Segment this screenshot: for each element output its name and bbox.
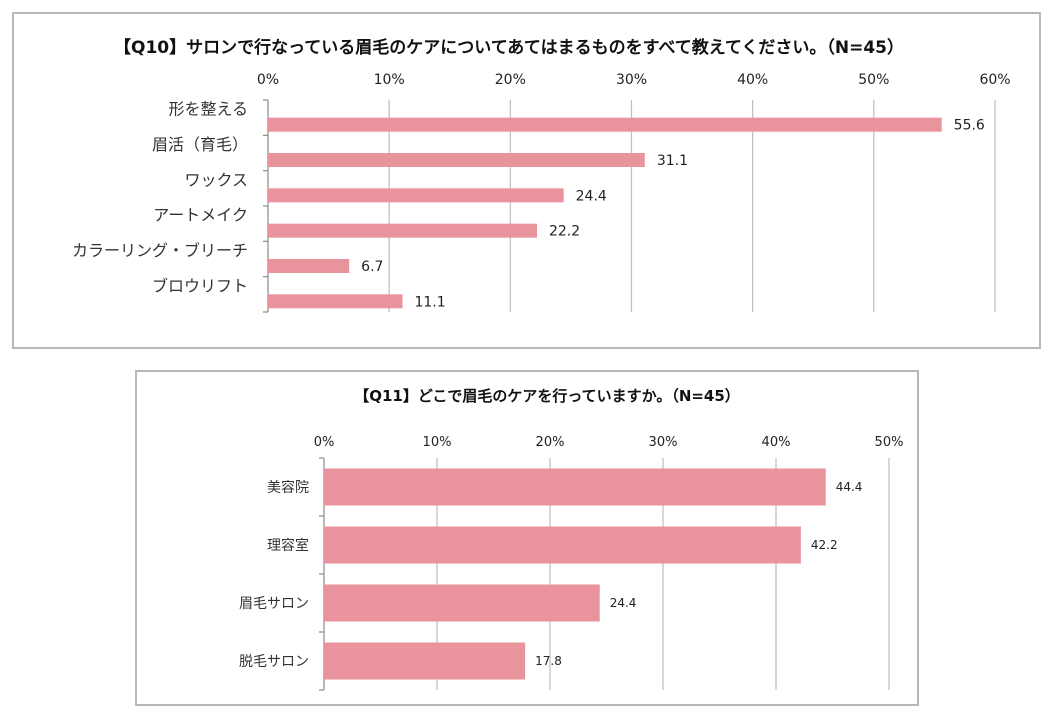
x-tick-label: 50% — [875, 435, 904, 450]
bar — [268, 294, 403, 309]
chart-panel-q10: 【Q10】サロンで行なっている眉毛のケアについてあてはまるものをすべて教えてくだ… — [12, 12, 1041, 349]
bar — [324, 584, 600, 622]
category-label: 眉毛サロン — [239, 596, 309, 612]
data-label: 24.4 — [610, 596, 637, 610]
x-tick-label: 20% — [536, 435, 565, 450]
data-label: 17.8 — [535, 654, 562, 668]
bar — [324, 468, 826, 506]
category-label: 眉活（育毛） — [152, 135, 248, 154]
plot-area: 0% 10% 20% 30% 40% 50% 60% 55.6 形を整える 31.1 眉活（育毛） 2… — [72, 72, 1011, 313]
x-tick-label: 40% — [762, 435, 791, 450]
chart-q11: 【Q11】どこで眉毛のケアを行っていますか。（N=45） 0% 10% 20% 30%… — [239, 387, 904, 691]
category-label: カラーリング・ブリーチ — [72, 241, 248, 260]
bar — [324, 526, 801, 564]
category-label: 脱毛サロン — [239, 654, 309, 670]
data-label: 24.4 — [576, 188, 607, 204]
x-tick-label: 60% — [979, 72, 1010, 88]
bar — [268, 223, 537, 238]
data-label: 55.6 — [954, 118, 985, 134]
chart-title: 【Q11】どこで眉毛のケアを行っていますか。（N=45） — [354, 387, 740, 405]
data-label: 31.1 — [657, 153, 688, 169]
bar — [268, 117, 942, 132]
category-label: 形を整える — [168, 100, 248, 119]
data-label: 6.7 — [361, 259, 383, 275]
data-label: 22.2 — [549, 224, 580, 240]
data-label: 11.1 — [414, 294, 445, 310]
bar — [268, 259, 350, 273]
category-label: 美容院 — [267, 479, 309, 496]
x-tick-label: 0% — [257, 72, 279, 88]
x-tick-label: 20% — [495, 72, 526, 88]
x-tick-label: 0% — [314, 435, 335, 450]
x-tick-label: 10% — [423, 435, 452, 450]
bar — [268, 188, 564, 203]
category-label: ブロウリフト — [152, 276, 248, 295]
category-label: 理容室 — [267, 537, 309, 554]
bar — [324, 642, 526, 680]
x-tick-label: 10% — [374, 72, 405, 88]
category-label: アートメイク — [153, 206, 248, 225]
x-tick-label: 30% — [649, 435, 678, 450]
plot-area: 0% 10% 20% 30% 40% 50% 44.4 美容院 42.2 理容室 24.4 眉毛サロン… — [239, 435, 904, 691]
data-label: 44.4 — [836, 480, 863, 494]
chart-panel-q11: 【Q11】どこで眉毛のケアを行っていますか。（N=45） 0% 10% 20% 30%… — [135, 370, 919, 706]
x-tick-label: 50% — [858, 72, 889, 88]
data-label: 42.2 — [811, 538, 838, 552]
x-tick-label: 40% — [737, 72, 768, 88]
x-tick-label: 30% — [616, 72, 647, 88]
chart-q10: 【Q10】サロンで行なっている眉毛のケアについてあてはまるものをすべて教えてくだ… — [72, 37, 1011, 313]
chart-title: 【Q10】サロンで行なっている眉毛のケアについてあてはまるものをすべて教えてくだ… — [114, 37, 904, 58]
category-label: ワックス — [184, 170, 248, 189]
bar — [268, 153, 645, 167]
